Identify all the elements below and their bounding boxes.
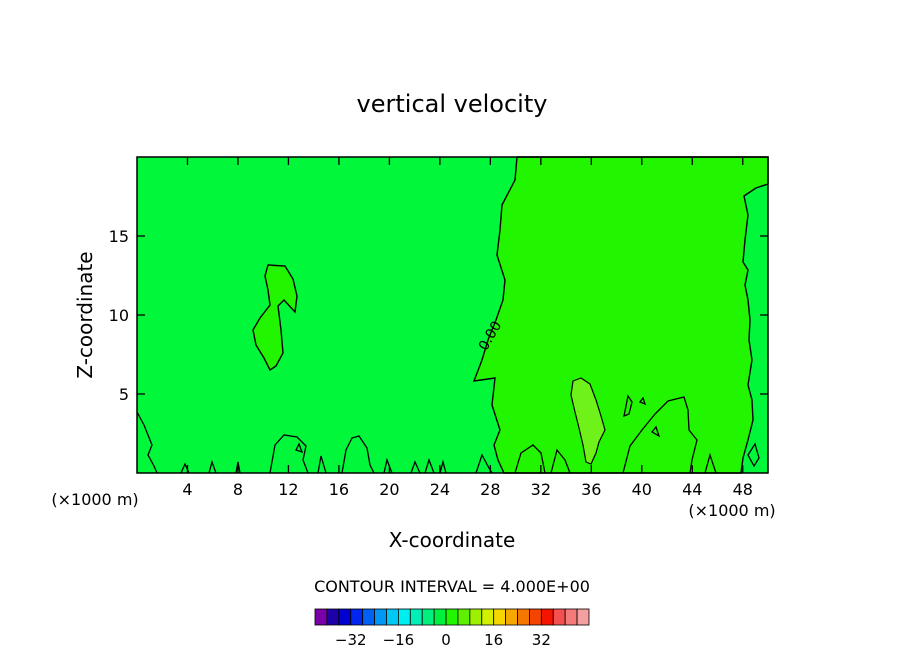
colorbar-swatch <box>540 608 554 626</box>
colorbar-swatch <box>338 608 352 626</box>
x-tick-label: 16 <box>329 480 349 499</box>
colorbar-swatch <box>314 608 328 626</box>
colorbar-tick-label: 32 <box>532 631 551 649</box>
colorbar-tick-label: −32 <box>335 631 367 649</box>
east-updraft-region <box>472 156 769 474</box>
x-tick-label: 32 <box>531 480 551 499</box>
x-axis-label: X-coordinate <box>389 528 516 552</box>
y-tick-label: 10 <box>109 306 129 325</box>
colorbar-swatch <box>362 608 375 626</box>
x-unit-left: (×1000 m) <box>51 490 138 509</box>
colorbar-swatch <box>350 608 364 626</box>
core-updraft-region <box>570 377 606 465</box>
colorbar-swatch <box>457 608 471 626</box>
colorbar-swatch <box>445 608 459 626</box>
colorbar-ticks: −32 −16 0 16 32 <box>335 631 551 649</box>
x-tick-label: 4 <box>182 480 192 499</box>
surface-contours <box>136 394 760 474</box>
colorbar-swatch <box>493 608 507 626</box>
x-tick-label: 48 <box>733 480 753 499</box>
y-tick-label: 5 <box>119 385 129 404</box>
x-tick-label: 8 <box>233 480 243 499</box>
colorbar-tick-label: −16 <box>383 631 415 649</box>
colorbar-swatch <box>564 608 578 626</box>
x-tick-label: 24 <box>430 480 450 499</box>
colorbar-swatch <box>374 608 387 626</box>
colorbar-swatch <box>386 608 399 626</box>
colorbar <box>314 608 590 626</box>
colorbar-swatch <box>481 608 495 626</box>
x-tick-label: 28 <box>480 480 500 499</box>
colorbar-tick-label: 16 <box>484 631 503 649</box>
x-tick-label: 40 <box>632 480 652 499</box>
chart-title: vertical velocity <box>357 90 548 118</box>
colorbar-swatch <box>397 608 411 626</box>
x-tick-label: 44 <box>682 480 702 499</box>
colorbar-swatch <box>517 608 530 626</box>
y-axis-label: Z-coordinate <box>73 251 97 378</box>
colorbar-swatch <box>326 608 340 626</box>
plot-area: 0.00 <box>136 156 769 474</box>
x-tick-label: 20 <box>379 480 399 499</box>
y-tick-label: 15 <box>109 227 129 246</box>
contour-interval-text: CONTOUR INTERVAL = 4.000E+00 <box>314 577 590 596</box>
colorbar-swatch <box>421 608 435 626</box>
colorbar-swatch <box>469 608 483 626</box>
x-unit-right: (×1000 m) <box>688 501 775 520</box>
x-axis: 4 8 12 16 20 24 28 32 36 40 44 48 <box>182 157 753 499</box>
colorbar-tick-label: 0 <box>441 631 451 649</box>
colorbar-swatch <box>529 608 542 626</box>
colorbar-swatch <box>433 608 447 626</box>
x-tick-label: 36 <box>581 480 601 499</box>
downdraft-lobe-region <box>252 264 298 372</box>
colorbar-swatch <box>409 608 423 626</box>
colorbar-swatch <box>505 608 518 626</box>
y-axis: 5 10 15 <box>109 227 768 404</box>
colorbar-swatch <box>552 608 566 626</box>
x-tick-label: 12 <box>278 480 298 499</box>
colorbar-swatch <box>576 608 590 626</box>
